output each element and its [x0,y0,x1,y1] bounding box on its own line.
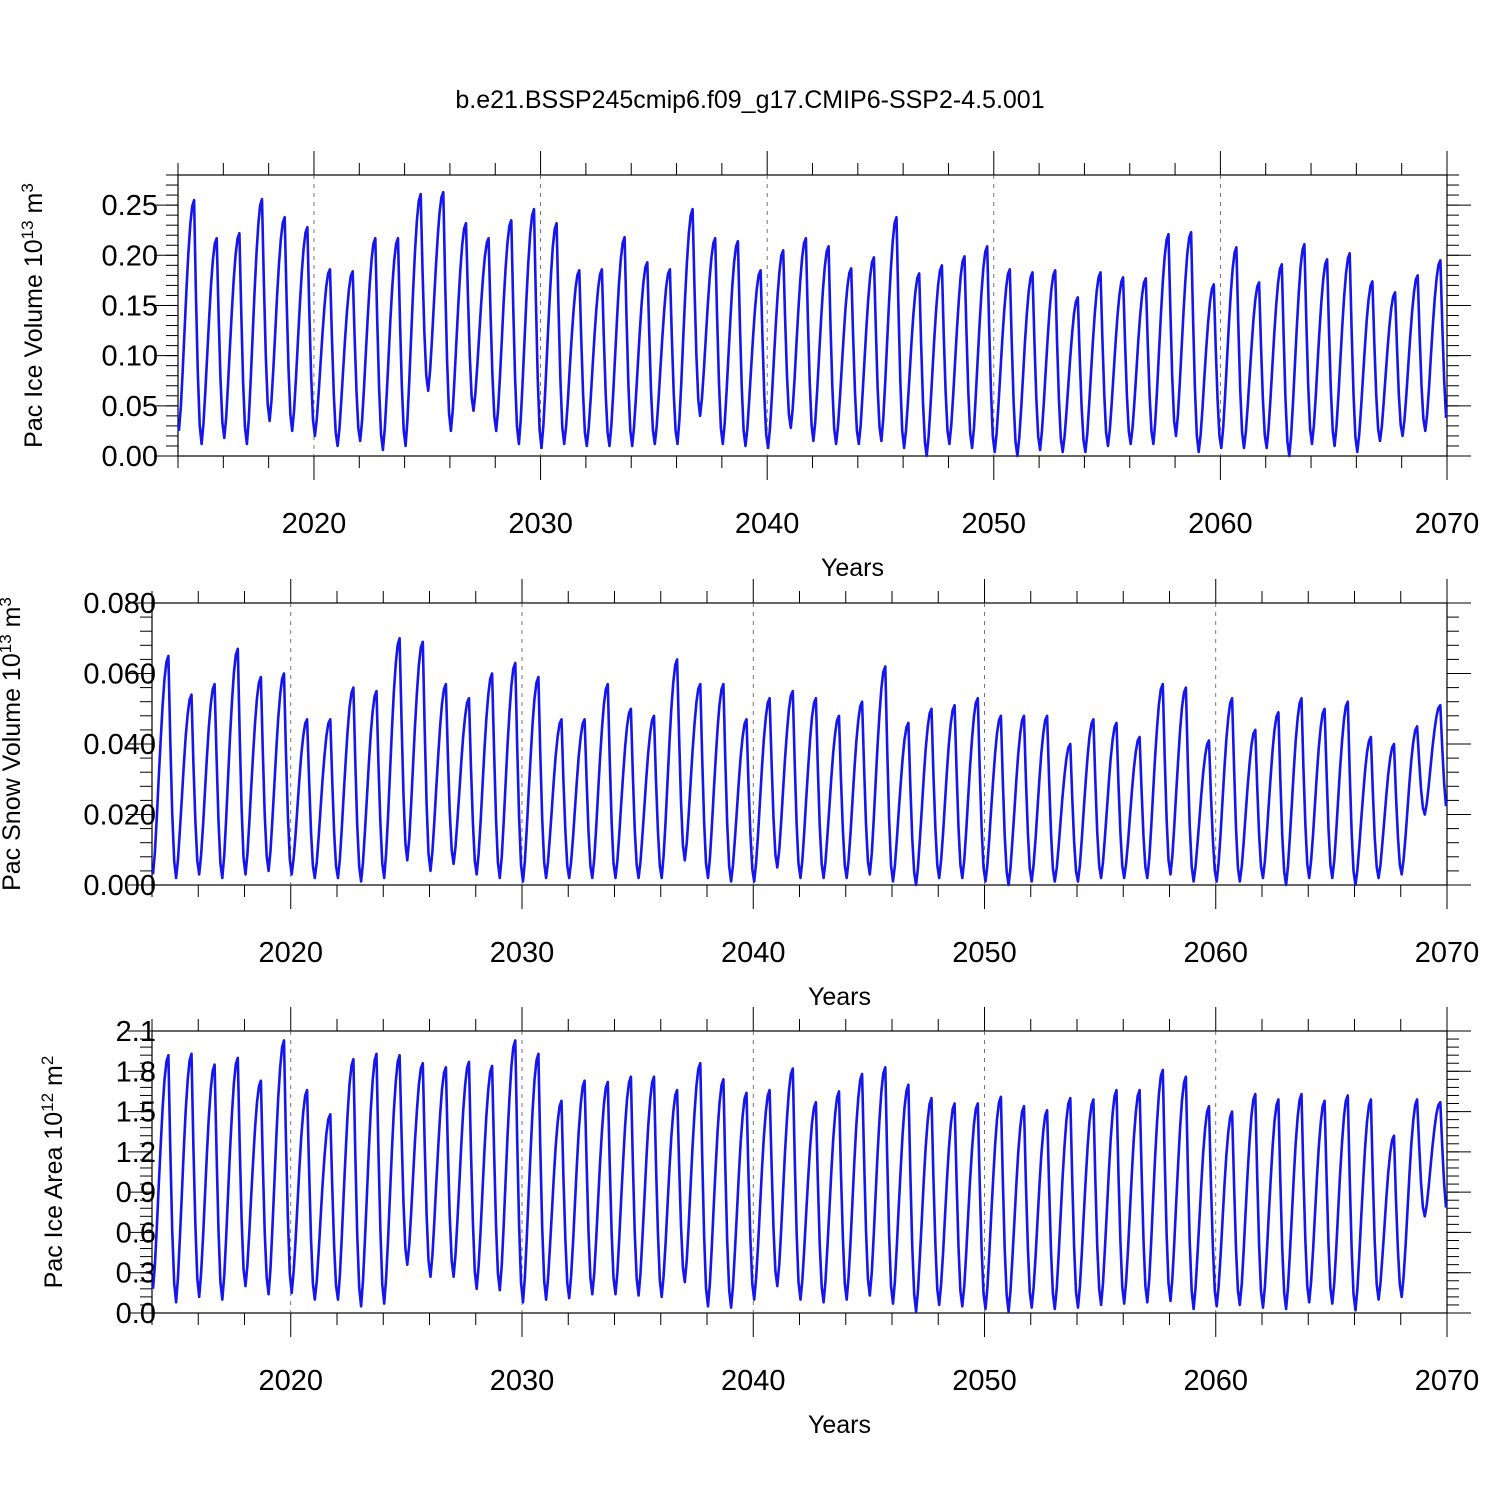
y-axis-title: Pac Ice Volume 1013 m3 [18,183,49,448]
panel-1: 2020 2030 2040 2050 2060 2070 0.00 0.05 0.10 0.15… [18,151,1480,582]
y-tick-label: 0.080 [83,588,156,620]
y-tick-label: 0.040 [83,729,156,761]
figure-title: b.e21.BSSP245cmip6.f09_g17.CMIP6-SSP2-4.… [455,86,1045,114]
y-tick-label: 0.10 [102,341,158,373]
y-tick-label: 2.1 [116,1016,156,1048]
x-axis-title: Years [808,1411,871,1439]
y-tick-label: 1.2 [116,1137,156,1169]
y-tick-label: 0.060 [83,659,156,691]
y-tick-label: 0.00 [102,441,158,473]
y-axis-title: Pac Ice Area 1012 m2 [38,1056,69,1289]
y-tick-label: 0.000 [83,870,156,902]
x-tick-label: 2030 [490,1365,555,1397]
y-tick-label: 0.020 [83,800,156,832]
x-tick-label: 2020 [258,1365,323,1397]
x-tick-label: 2050 [952,937,1017,969]
y-tick-label: 1.5 [116,1097,156,1129]
series-line-1 [151,1039,1448,1313]
x-tick-label: 2050 [952,1365,1017,1397]
y-tick-label: 1.8 [116,1056,156,1088]
x-tick-label: 2050 [962,508,1027,540]
panel-2: 2020 2030 2040 2050 2060 2070 0.000 0.020 0.040 0… [0,579,1479,1011]
x-tick-label: 2020 [258,937,323,969]
y-tick-label: 0.0 [116,1298,156,1330]
x-tick-label: 2030 [490,937,555,969]
y-axis-title: Pac Snow Volume 1013 m3 [0,597,26,891]
y-tick-label: 0.3 [116,1258,156,1290]
x-tick-label: 2040 [735,508,800,540]
series-line-1 [177,190,1448,458]
y-tick-label: 0.05 [102,391,158,423]
x-tick-label: 2020 [282,508,347,540]
x-tick-label: 2040 [721,937,786,969]
x-tick-label: 2030 [508,508,573,540]
x-tick-label: 2060 [1183,937,1248,969]
panel-3: 2020 2030 2040 2050 2060 2070 0.0 0.3 0.6 0.9 1.2 1… [38,1007,1480,1439]
x-tick-label: 2060 [1188,508,1253,540]
x-tick-label: 2070 [1415,508,1480,540]
x-tick-label: 2040 [721,1365,786,1397]
y-tick-label: 0.9 [116,1177,156,1209]
x-axis-title: Years [821,554,884,582]
x-axis-title: Years [808,983,871,1011]
y-tick-label: 0.6 [116,1217,156,1249]
y-tick-label: 0.20 [102,240,158,272]
x-tick-label: 2070 [1415,937,1480,969]
x-tick-label: 2070 [1415,1365,1480,1397]
y-tick-label: 0.15 [102,290,158,322]
x-tick-label: 2060 [1183,1365,1248,1397]
series-line-1 [151,637,1448,887]
y-tick-label: 0.25 [102,190,158,222]
plot-frame [151,1030,1448,1314]
